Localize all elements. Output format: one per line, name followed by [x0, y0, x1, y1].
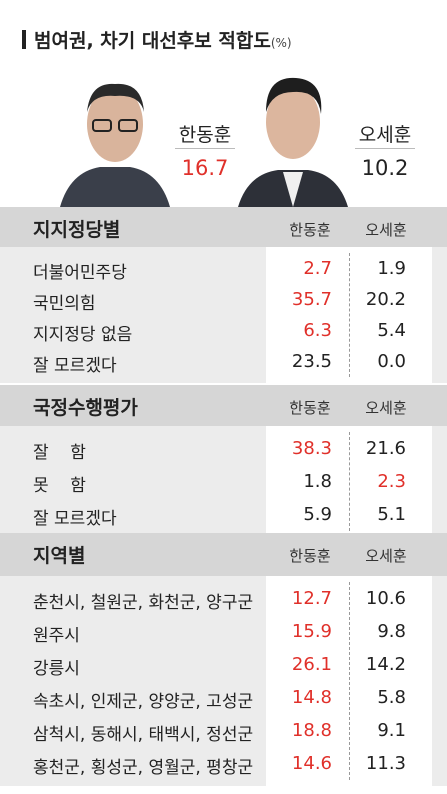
- column-separator: [349, 582, 350, 780]
- row-label: 잘 모르겠다: [33, 508, 117, 529]
- title-text: 범여권, 차기 대선후보 적합도: [34, 30, 271, 52]
- cell-value: 14.2: [365, 653, 406, 675]
- cell-value: 38.3: [291, 437, 332, 459]
- cell-value: 14.6: [291, 752, 332, 774]
- row-label: 잘 모르겠다: [33, 355, 117, 376]
- section-title: 지지정당별: [33, 219, 121, 241]
- cell-value: 11.3: [365, 752, 406, 774]
- column-separator: [349, 432, 350, 531]
- cell-value: 5.8: [377, 686, 406, 708]
- row-label: 강릉시: [33, 658, 80, 679]
- cell-value: 21.6: [365, 437, 406, 459]
- cell-value: 1.8: [303, 470, 332, 492]
- cell-value: 14.8: [291, 686, 332, 708]
- cell-value: 35.7: [291, 288, 332, 310]
- row-label: 국민의힘: [33, 293, 96, 314]
- cell-value: 1.9: [377, 257, 406, 279]
- section-title: 지역별: [33, 545, 86, 567]
- cell-value: 9.1: [377, 719, 406, 741]
- row-label: 잘 함: [33, 442, 86, 463]
- section-header: [0, 207, 447, 247]
- row-label: 지지정당 없음: [33, 324, 133, 345]
- cell-value: 0.0: [377, 350, 406, 372]
- row-label: 못 함: [33, 475, 86, 496]
- photo-1: [60, 83, 170, 207]
- cell-value: 5.1: [377, 503, 406, 525]
- row-label: 삼척시, 동해시, 태백시, 정선군: [33, 724, 254, 745]
- cell-value: 5.4: [377, 319, 406, 341]
- title-bar: [22, 30, 26, 49]
- column-header: 오세훈: [365, 547, 407, 565]
- section-header: [0, 533, 447, 576]
- column-header: 한동훈: [289, 221, 331, 239]
- cell-value: 12.7: [291, 587, 332, 609]
- cell-value: 2.7: [303, 257, 332, 279]
- row-label: 홍천군, 횡성군, 영월군, 평창군: [33, 757, 254, 778]
- cell-value: 6.3: [303, 319, 332, 341]
- cell-value: 5.9: [303, 503, 332, 525]
- cell-value: 15.9: [291, 620, 332, 642]
- row-label: 속초시, 인제군, 양양군, 고성군: [33, 691, 254, 712]
- cell-value: 20.2: [365, 288, 406, 310]
- row-label: 춘천시, 철원군, 화천군, 양구군: [33, 592, 254, 613]
- candidate-value: 16.7: [181, 156, 229, 180]
- column-header: 한동훈: [289, 399, 331, 417]
- row-label: 더불어민주당: [33, 262, 127, 283]
- section-header: [0, 385, 447, 426]
- divider: [175, 148, 235, 149]
- candidate-value: 10.2: [361, 156, 409, 180]
- cell-value: 9.8: [377, 620, 406, 642]
- title: 범여권, 차기 대선후보 적합도(%): [34, 26, 292, 53]
- column-header: 오세훈: [365, 399, 407, 417]
- candidate-name: 한동훈: [178, 124, 232, 146]
- divider: [355, 148, 415, 149]
- cell-value: 26.1: [291, 653, 332, 675]
- cell-value: 10.6: [365, 587, 406, 609]
- candidate-name: 오세훈: [358, 124, 412, 146]
- cell-value: 2.3: [377, 470, 406, 492]
- title-unit: (%): [270, 36, 292, 50]
- column-header: 오세훈: [365, 221, 407, 239]
- row-label: 원주시: [33, 625, 80, 646]
- photo-2: [238, 77, 348, 207]
- column-header: 한동훈: [289, 547, 331, 565]
- cell-value: 23.5: [291, 350, 332, 372]
- cell-value: 18.8: [291, 719, 332, 741]
- section-title: 국정수행평가: [33, 397, 138, 419]
- column-separator: [349, 253, 350, 377]
